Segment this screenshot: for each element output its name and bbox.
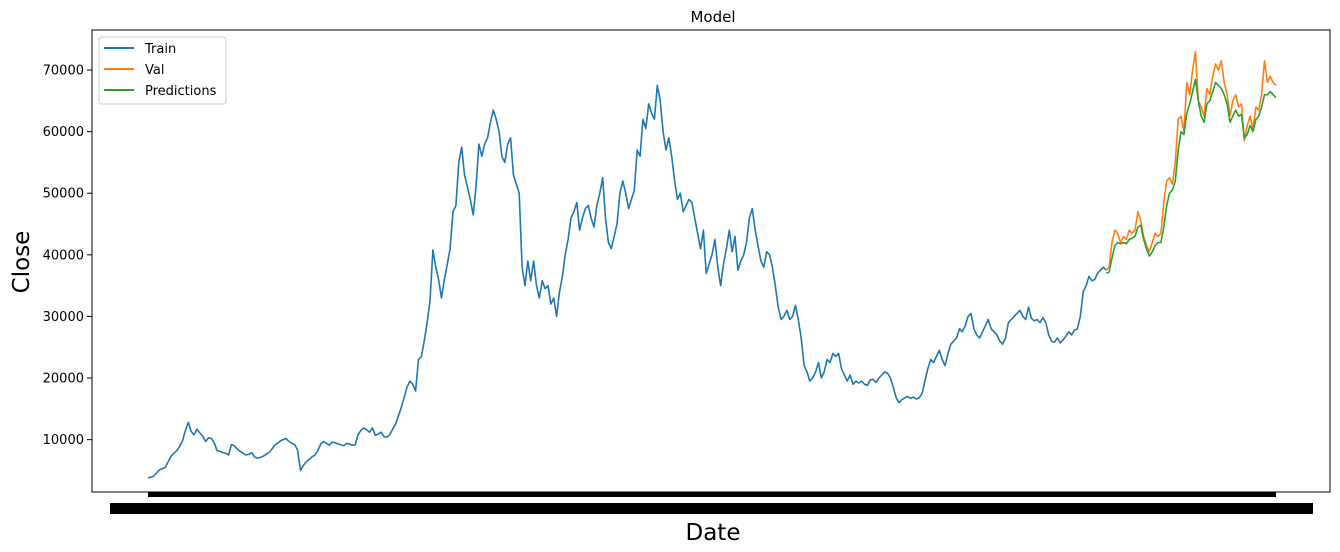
series-line-train <box>147 84 1107 479</box>
x-tick-marks <box>148 492 1276 497</box>
y-tick-label: 30000 <box>43 310 84 325</box>
x-tick-label-mass <box>110 503 1313 514</box>
y-tick-label: 20000 <box>43 372 84 387</box>
chart-title: Model <box>690 8 735 26</box>
legend-box <box>98 36 227 105</box>
legend-label-predictions: Predictions <box>145 84 217 99</box>
y-tick-label: 50000 <box>43 187 84 202</box>
y-tick-label: 70000 <box>43 64 84 79</box>
series-line-predictions <box>1105 78 1277 275</box>
series-lines <box>147 50 1277 479</box>
y-axis-label: Close <box>9 231 35 294</box>
legend: Train Val Predictions <box>98 36 227 105</box>
legend-label-val: Val <box>145 63 164 78</box>
y-tick-label: 40000 <box>43 248 84 263</box>
legend-label-train: Train <box>144 42 176 57</box>
series-line-val <box>1105 50 1277 271</box>
y-tick-label: 10000 <box>43 433 84 448</box>
x-axis-label: Date <box>686 520 741 546</box>
y-axis: 10000 20000 30000 40000 50000 60000 70000 <box>43 64 92 448</box>
plot-frame <box>91 29 1331 493</box>
x-tick-labels <box>110 492 1313 514</box>
y-tick-label: 60000 <box>43 125 84 140</box>
